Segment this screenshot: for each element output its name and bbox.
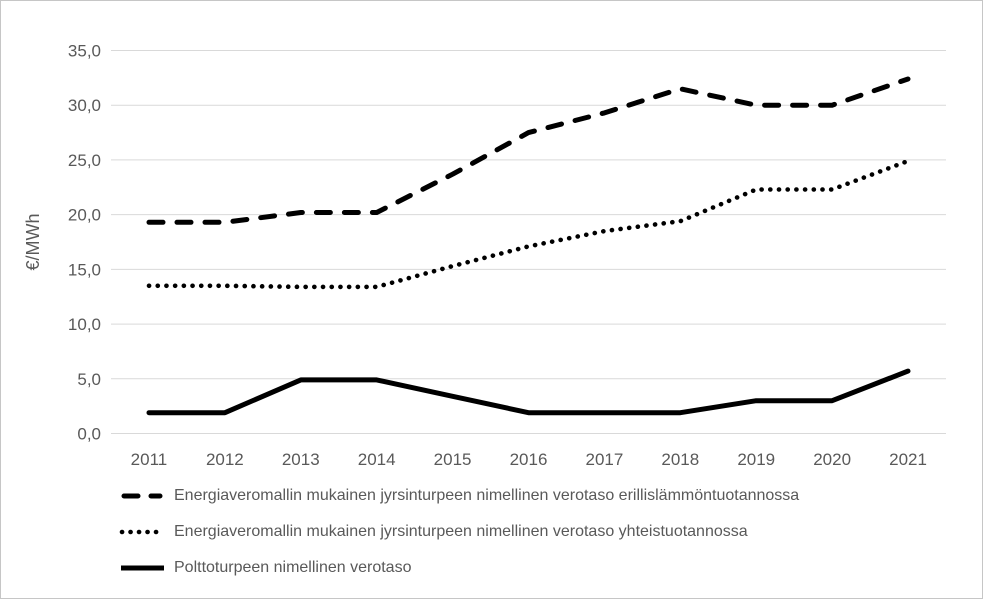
x-tick-label: 2012 — [206, 450, 244, 469]
legend-item-erillislammontuotanto: Energiaveromallin mukainen jyrsinturpeen… — [119, 485, 799, 506]
x-tick-label: 2018 — [661, 450, 699, 469]
legend-label: Polttoturpeen nimellinen verotaso — [174, 559, 412, 576]
y-tick-label: 5,0 — [77, 370, 101, 389]
x-tick-label: 2015 — [434, 450, 472, 469]
legend-swatch-dotted-line — [119, 529, 165, 534]
legend-label: Energiaveromallin mukainen jyrsinturpeen… — [174, 523, 748, 540]
y-tick-label: 20,0 — [68, 206, 101, 225]
legend-item-polttoturve: Polttoturpeen nimellinen verotaso — [119, 557, 799, 578]
y-axis-title: €/MWh — [23, 213, 43, 270]
legend-item-yhteistuotanto: Energiaveromallin mukainen jyrsinturpeen… — [119, 521, 799, 542]
y-tick-label: 30,0 — [68, 96, 101, 115]
legend-swatch-dashed-line — [121, 493, 163, 498]
y-tick-label: 15,0 — [68, 260, 101, 279]
y-tick-label: 10,0 — [68, 315, 101, 334]
legend-swatch-solid-line — [121, 565, 164, 570]
y-tick-label: 25,0 — [68, 151, 101, 170]
chart-legend: Energiaveromallin mukainen jyrsinturpeen… — [119, 485, 799, 578]
series-line-solid — [146, 368, 911, 416]
x-tick-label: 2013 — [282, 450, 320, 469]
legend-label: Energiaveromallin mukainen jyrsinturpeen… — [174, 487, 800, 504]
x-tick-label: 2011 — [131, 450, 168, 469]
series-line-dotted — [146, 158, 911, 290]
line-chart: 0,0 5,0 10,0 15,0 20,0 25,0 30,0 35,0 2011 2012 20… — [23, 42, 946, 469]
x-tick-label: 2016 — [510, 450, 548, 469]
x-tick-label: 2020 — [813, 450, 851, 469]
y-tick-label: 35,0 — [68, 42, 101, 61]
x-tick-label: 2021 — [889, 450, 927, 469]
x-tick-label: 2017 — [585, 450, 623, 469]
x-tick-label: 2019 — [737, 450, 775, 469]
series-line-dashed — [146, 76, 911, 225]
x-tick-label: 2014 — [358, 450, 396, 469]
y-tick-label: 0,0 — [77, 425, 101, 444]
